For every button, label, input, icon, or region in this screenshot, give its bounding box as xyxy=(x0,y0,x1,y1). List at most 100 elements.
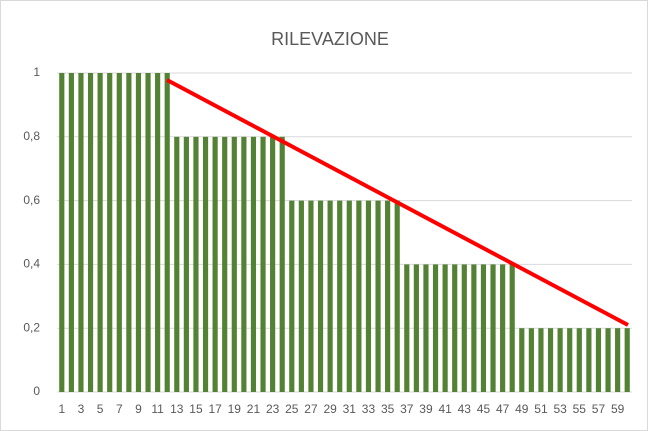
bar xyxy=(615,328,621,392)
x-tick-label: 3 xyxy=(78,402,85,416)
bar xyxy=(174,136,180,392)
bar xyxy=(107,73,113,392)
x-tick-label: 9 xyxy=(135,402,142,416)
y-tick-label: 0,6 xyxy=(23,193,40,207)
bar xyxy=(193,136,199,392)
bar xyxy=(586,328,592,392)
bar xyxy=(500,264,506,392)
bar xyxy=(452,264,458,392)
y-tick-label: 0,8 xyxy=(23,129,40,143)
x-tick-label: 7 xyxy=(116,402,123,416)
bar xyxy=(423,264,429,392)
y-tick-label: 0,4 xyxy=(23,257,40,271)
bar xyxy=(279,136,285,392)
bar xyxy=(413,264,419,392)
bar xyxy=(164,73,170,392)
x-tick-label: 11 xyxy=(151,402,164,416)
x-tick-label: 43 xyxy=(458,402,472,416)
bar xyxy=(356,200,362,392)
y-tick-label: 1 xyxy=(33,65,40,79)
bar xyxy=(461,264,467,392)
bar xyxy=(480,264,487,392)
x-tick-label: 1 xyxy=(58,402,65,416)
bar xyxy=(490,264,496,392)
bar xyxy=(385,200,391,392)
y-tick-label: 0,2 xyxy=(23,320,40,334)
x-tick-label: 17 xyxy=(208,402,222,416)
bar xyxy=(183,136,189,392)
bar xyxy=(394,200,400,392)
bar xyxy=(547,328,554,392)
bar xyxy=(471,264,477,392)
bar xyxy=(222,136,228,392)
bar xyxy=(289,200,295,392)
bar xyxy=(624,328,630,392)
bar xyxy=(509,264,515,392)
bar xyxy=(155,73,161,392)
x-tick-label: 23 xyxy=(266,402,280,416)
red-annotation-line xyxy=(166,78,629,327)
x-tick-label: 19 xyxy=(228,402,242,416)
x-tick-label: 5 xyxy=(97,402,104,416)
bar xyxy=(538,328,544,392)
bar xyxy=(212,136,218,392)
x-tick-label: 21 xyxy=(247,402,261,416)
bar xyxy=(557,328,563,392)
x-tick-label: 59 xyxy=(611,402,625,416)
bar xyxy=(87,73,94,392)
bar xyxy=(365,200,372,392)
x-tick-label: 25 xyxy=(285,402,299,416)
bar xyxy=(68,73,74,392)
bar xyxy=(116,73,122,392)
bar xyxy=(404,264,410,392)
x-tick-label: 49 xyxy=(515,402,529,416)
bar xyxy=(78,73,84,392)
bar xyxy=(308,200,314,392)
bar xyxy=(432,264,439,392)
x-tick-label: 29 xyxy=(323,402,337,416)
bar xyxy=(595,328,602,392)
bar xyxy=(442,264,448,392)
bar xyxy=(202,136,209,392)
bar xyxy=(605,328,611,392)
bar xyxy=(59,73,65,392)
bar xyxy=(337,200,343,392)
x-tick-label: 13 xyxy=(170,402,184,416)
x-tick-label: 31 xyxy=(343,402,357,416)
bar xyxy=(519,328,525,392)
bar xyxy=(145,73,151,392)
bar xyxy=(327,200,333,392)
bar xyxy=(576,328,582,392)
x-tick-label: 47 xyxy=(496,402,510,416)
bar xyxy=(231,136,237,392)
bar xyxy=(97,73,103,392)
bar xyxy=(250,136,257,392)
bar xyxy=(346,200,352,392)
x-tick-label: 57 xyxy=(592,402,606,416)
x-tick-label: 51 xyxy=(534,402,548,416)
plot: 00,20,40,60,811 3 5 7 9 11 13 15 17 19 21 23 25 27 29 3… xyxy=(23,65,632,416)
bar xyxy=(126,73,132,392)
bar xyxy=(241,136,247,392)
bar xyxy=(317,200,324,392)
chart-title: RILEVAZIONE xyxy=(271,29,389,49)
bar xyxy=(528,328,534,392)
bar xyxy=(270,136,276,392)
x-tick-label: 37 xyxy=(400,402,414,416)
x-tick-label: 41 xyxy=(438,402,452,416)
x-tick-label: 55 xyxy=(573,402,587,416)
bar xyxy=(298,200,304,392)
x-tick-label: 45 xyxy=(477,402,491,416)
bar xyxy=(260,136,266,392)
x-tick-label: 53 xyxy=(553,402,567,416)
bar xyxy=(375,200,381,392)
x-tick-label: 27 xyxy=(304,402,318,416)
x-tick-label: 33 xyxy=(362,402,376,416)
y-tick-label: 0 xyxy=(33,384,40,398)
x-tick-label: 39 xyxy=(419,402,433,416)
x-tick-label: 15 xyxy=(189,402,203,416)
bar xyxy=(567,328,573,392)
bar xyxy=(135,73,142,392)
x-tick-label: 35 xyxy=(381,402,395,416)
